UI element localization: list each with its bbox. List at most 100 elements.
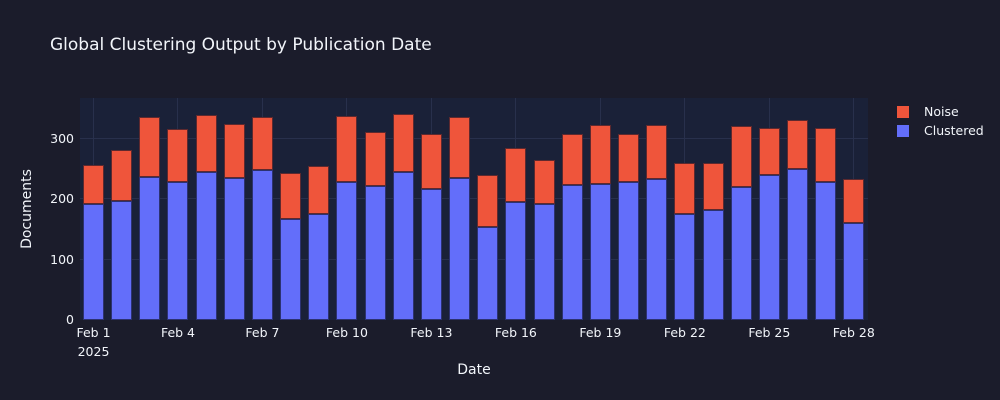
bar-feb-17[interactable] xyxy=(533,159,555,320)
bar-segment-noise[interactable] xyxy=(674,163,696,215)
h-gridline xyxy=(80,138,868,140)
bar-segment-clustered[interactable] xyxy=(787,169,808,320)
bar-segment-clustered[interactable] xyxy=(308,213,330,320)
bar-feb-22[interactable] xyxy=(674,163,696,320)
bar-segment-clustered[interactable] xyxy=(336,182,358,320)
bar-feb-28[interactable] xyxy=(843,178,865,320)
bar-feb-11[interactable] xyxy=(364,131,386,320)
bar-segment-noise[interactable] xyxy=(139,116,161,178)
bar-feb-21[interactable] xyxy=(646,124,668,320)
y-tick-label: 100 xyxy=(50,251,74,267)
bar-segment-noise[interactable] xyxy=(589,125,611,185)
bar-segment-noise[interactable] xyxy=(702,162,724,211)
bar-segment-noise[interactable] xyxy=(83,164,104,205)
bar-feb-1[interactable] xyxy=(83,164,104,320)
legend-item-clustered[interactable]: Clustered xyxy=(897,121,984,140)
x-tick-label: Feb 1 2025 xyxy=(62,323,126,362)
bar-segment-clustered[interactable] xyxy=(815,182,837,320)
bar-feb-23[interactable] xyxy=(702,162,724,320)
bar-segment-clustered[interactable] xyxy=(646,179,668,320)
bar-feb-16[interactable] xyxy=(505,148,527,320)
bar-segment-noise[interactable] xyxy=(420,134,442,190)
bar-segment-clustered[interactable] xyxy=(477,226,499,320)
bar-segment-noise[interactable] xyxy=(308,166,330,214)
bar-segment-clustered[interactable] xyxy=(449,177,471,320)
bar-feb-5[interactable] xyxy=(195,114,217,320)
bar-segment-clustered[interactable] xyxy=(618,181,640,320)
bar-segment-clustered[interactable] xyxy=(223,177,245,320)
bar-segment-noise[interactable] xyxy=(336,116,358,183)
bar-segment-noise[interactable] xyxy=(787,119,808,170)
h-gridline xyxy=(80,258,868,260)
legend-label-clustered: Clustered xyxy=(924,123,984,138)
bar-feb-26[interactable] xyxy=(787,119,808,320)
bar-segment-clustered[interactable] xyxy=(702,210,724,320)
chart-title: Global Clustering Output by Publication … xyxy=(50,35,432,55)
bar-segment-noise[interactable] xyxy=(449,117,471,178)
legend-swatch-noise xyxy=(897,105,909,118)
y-tick-label: 0 xyxy=(66,312,74,327)
bar-feb-19[interactable] xyxy=(589,125,611,320)
bar-feb-18[interactable] xyxy=(561,134,583,320)
bar-feb-10[interactable] xyxy=(336,116,358,320)
bar-segment-noise[interactable] xyxy=(533,159,555,205)
bar-feb-6[interactable] xyxy=(223,123,245,320)
bar-feb-24[interactable] xyxy=(730,125,752,320)
x-tick-label: Feb 28 xyxy=(832,325,875,340)
bar-segment-clustered[interactable] xyxy=(730,187,752,320)
bar-segment-noise[interactable] xyxy=(392,113,414,172)
legend-swatch-clustered xyxy=(897,124,909,137)
bar-feb-13[interactable] xyxy=(420,134,442,320)
bar-segment-clustered[interactable] xyxy=(505,202,527,320)
bar-feb-7[interactable] xyxy=(251,117,273,320)
bar-segment-noise[interactable] xyxy=(561,134,583,186)
bar-segment-clustered[interactable] xyxy=(420,189,442,320)
bar-segment-noise[interactable] xyxy=(364,131,386,187)
bar-feb-15[interactable] xyxy=(477,174,499,320)
bar-feb-2[interactable] xyxy=(111,149,133,320)
bar-feb-14[interactable] xyxy=(449,117,471,320)
bar-segment-noise[interactable] xyxy=(758,128,780,176)
bar-segment-clustered[interactable] xyxy=(674,214,696,320)
bar-feb-9[interactable] xyxy=(308,166,330,320)
bar-segment-noise[interactable] xyxy=(251,117,273,170)
bar-segment-clustered[interactable] xyxy=(167,182,189,320)
bar-segment-noise[interactable] xyxy=(111,149,133,202)
bar-segment-noise[interactable] xyxy=(280,172,302,220)
bar-feb-12[interactable] xyxy=(392,113,414,320)
bar-segment-noise[interactable] xyxy=(815,128,837,183)
bar-feb-4[interactable] xyxy=(167,129,189,320)
bar-segment-clustered[interactable] xyxy=(111,201,133,320)
bar-feb-20[interactable] xyxy=(618,133,640,320)
bar-segment-clustered[interactable] xyxy=(251,169,273,320)
bar-segment-noise[interactable] xyxy=(618,133,640,182)
bar-segment-clustered[interactable] xyxy=(195,172,217,320)
bar-segment-clustered[interactable] xyxy=(843,222,865,320)
bar-segment-noise[interactable] xyxy=(167,129,189,183)
bar-segment-clustered[interactable] xyxy=(364,186,386,320)
plot-area[interactable] xyxy=(80,98,868,320)
bar-segment-clustered[interactable] xyxy=(280,219,302,320)
bar-segment-clustered[interactable] xyxy=(533,204,555,320)
bar-segment-noise[interactable] xyxy=(843,178,865,223)
bar-segment-clustered[interactable] xyxy=(83,204,104,320)
bar-feb-27[interactable] xyxy=(815,128,837,320)
bar-segment-clustered[interactable] xyxy=(139,177,161,320)
bar-segment-noise[interactable] xyxy=(477,174,499,227)
x-tick-label: Feb 4 xyxy=(160,325,195,340)
bar-segment-clustered[interactable] xyxy=(561,185,583,320)
y-tick-label: 200 xyxy=(50,191,74,207)
bar-segment-noise[interactable] xyxy=(730,125,752,188)
bar-feb-3[interactable] xyxy=(139,116,161,320)
bar-feb-25[interactable] xyxy=(758,128,780,320)
bar-segment-clustered[interactable] xyxy=(392,171,414,320)
bar-segment-clustered[interactable] xyxy=(589,184,611,320)
bar-segment-noise[interactable] xyxy=(646,124,668,180)
bar-segment-clustered[interactable] xyxy=(758,175,780,320)
legend-label-noise: Noise xyxy=(924,104,959,119)
bar-segment-noise[interactable] xyxy=(223,123,245,178)
legend-item-noise[interactable]: Noise xyxy=(897,102,984,121)
bar-segment-noise[interactable] xyxy=(195,114,217,173)
bar-segment-noise[interactable] xyxy=(505,148,527,203)
bar-feb-8[interactable] xyxy=(280,172,302,320)
